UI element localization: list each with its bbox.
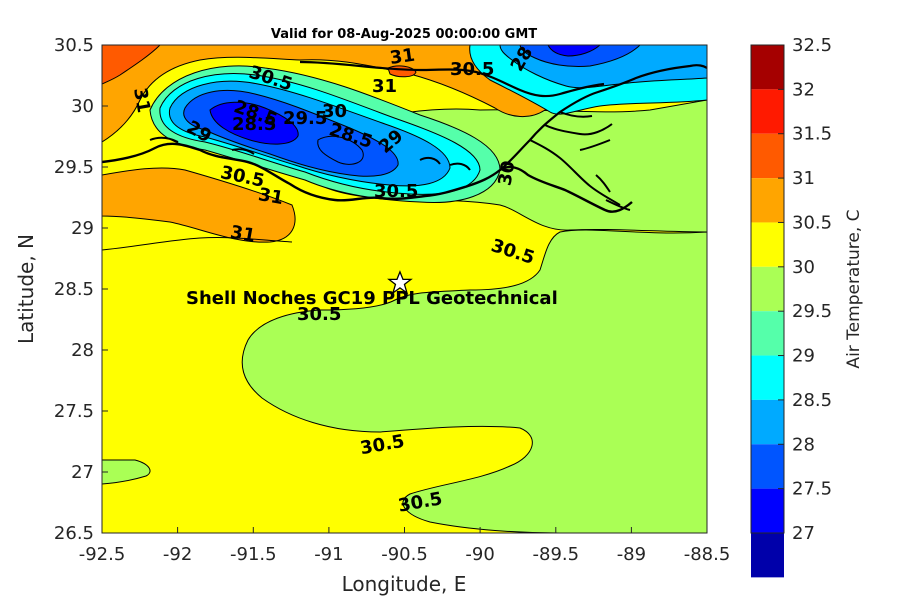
contour-label: 28.5: [232, 114, 276, 135]
band-30-patch: [102, 459, 151, 485]
colorbar-tick-label: 28: [792, 434, 815, 455]
x-tick-label: -89: [617, 544, 646, 565]
band-28-east: [317, 135, 364, 165]
colorbar-swatch: [751, 355, 784, 400]
temperature-field: [102, 45, 707, 533]
colorbar-tick-label: 32: [792, 79, 815, 100]
contour-line: [102, 236, 293, 251]
contour-label: 29.5: [283, 108, 327, 129]
colorbar-swatch: [751, 89, 784, 134]
contour-label: 30: [322, 101, 347, 122]
band-275: [209, 101, 299, 145]
colorbar-tick-label: 31: [792, 168, 815, 189]
contour-label: 30.5: [374, 181, 418, 202]
colorbar-tick-label: 28.5: [792, 390, 832, 411]
contour-label: 30.5: [450, 59, 494, 80]
contour-label: 31: [372, 76, 397, 97]
y-tick-label: 28: [71, 340, 94, 361]
coastline-delta-2: [529, 111, 621, 206]
band-31-west: [102, 167, 296, 243]
coastline-islands: [149, 136, 631, 211]
colorbar-label: Air Temperature, C: [844, 209, 864, 368]
colorbar-tick-label: 27.5: [792, 479, 832, 500]
x-tick-label: -91: [314, 544, 343, 565]
colorbar-tick-label: 30: [792, 257, 815, 278]
y-axis-label: Latitude, N: [14, 234, 38, 344]
contour-label: 30.5: [297, 304, 341, 325]
colorbar-tick-label: 27: [792, 523, 815, 544]
x-tick-label: -90: [465, 544, 494, 565]
coastline: [102, 142, 633, 213]
coastline-north: [299, 60, 605, 98]
x-tick-label: -92: [163, 544, 192, 565]
y-tick-label: 27: [71, 462, 94, 483]
x-tick-marks: [102, 105, 632, 533]
contour-label: 30: [494, 159, 519, 187]
x-tick-label: -91.5: [230, 544, 277, 565]
colorbar-swatch: [751, 266, 784, 312]
colorbar-swatch: [751, 488, 784, 533]
y-tick-label: 27.5: [54, 401, 94, 422]
site-star-icon: [387, 270, 413, 295]
x-tick-label: -89.5: [533, 544, 580, 565]
colorbar-frame: [750, 44, 785, 534]
colorbar-swatch: [751, 45, 784, 90]
colorbar-ticks: 32.5 32 31.5 31 30.5 30 29.5 29 28.5 28 27.5 27: [778, 35, 832, 544]
band-ne-275: [547, 45, 601, 57]
y-tick-label: 29.5: [54, 157, 94, 178]
map-title: Valid for 08-Aug-2025 00:00:00 GMT: [271, 27, 537, 42]
colorbar: [751, 45, 784, 578]
contour-label: 31: [388, 45, 416, 69]
site-annotation: Shell Noches GC19 PPL Geotechnical: [186, 288, 558, 309]
y-tick-label: 28.5: [54, 279, 94, 300]
y-axis-ticks: 30.5 30 29.5 29 28.5 28 27.5 27 26.5: [54, 35, 94, 544]
contour-label: 31: [229, 222, 257, 247]
y-tick-label: 26.5: [54, 523, 94, 544]
band-ne-28: [519, 45, 641, 67]
colorbar-swatch: [751, 311, 784, 356]
y-tick-label: 29: [71, 218, 94, 239]
contour-label: 31: [129, 86, 154, 114]
colorbar-swatch: [751, 444, 784, 489]
x-tick-label: -92.5: [79, 544, 126, 565]
band-30-region: [241, 229, 707, 533]
colorbar-swatch: [751, 533, 784, 578]
colorbar-tick-label: 29: [792, 346, 815, 367]
x-axis-ticks: -92.5 -92 -91.5 -91 -90.5 -90 -89.5 -89 …: [79, 544, 731, 565]
colorbar-tick-label: 29.5: [792, 301, 832, 322]
x-tick-label: -88.5: [684, 544, 731, 565]
colorbar-swatch: [751, 222, 784, 267]
colorbar-tick-label: 31.5: [792, 124, 832, 145]
x-tick-label: -90.5: [381, 544, 428, 565]
colorbar-swatch: [751, 178, 784, 223]
band-315-top: [102, 45, 161, 85]
y-tick-label: 30: [71, 96, 94, 117]
colorbar-tick-label: 32.5: [792, 35, 832, 56]
colorbar-swatch: [751, 133, 784, 179]
y-tick-label: 30.5: [54, 35, 94, 56]
x-axis-label: Longitude, E: [342, 572, 467, 596]
contour-label: 31: [257, 184, 285, 209]
colorbar-tick-label: 30.5: [792, 212, 832, 233]
colorbar-swatch: [751, 399, 784, 445]
